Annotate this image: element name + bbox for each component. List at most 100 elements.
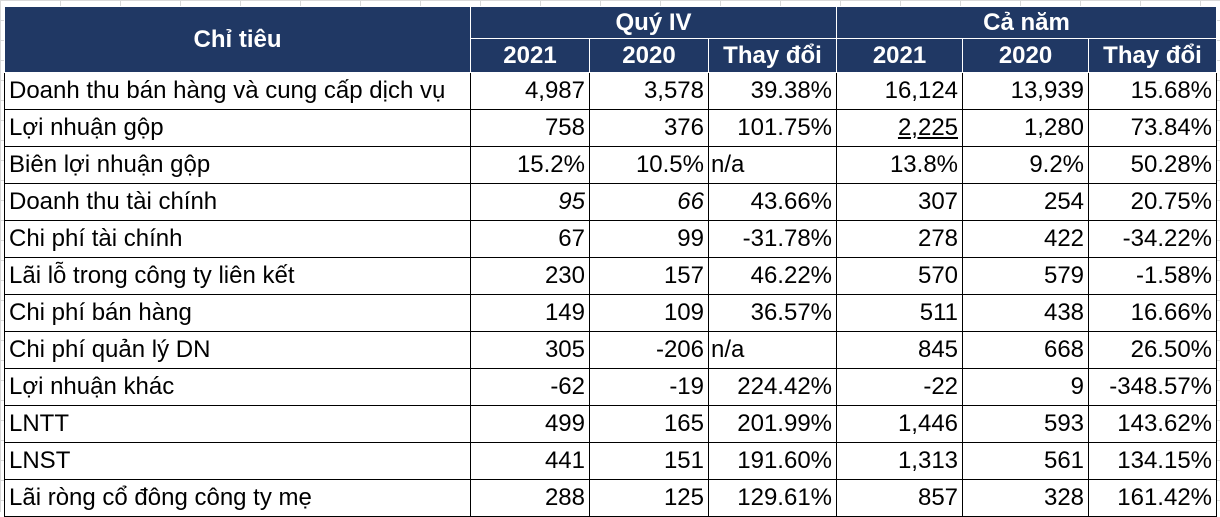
- cell-q4-2020[interactable]: 165: [589, 405, 709, 443]
- cell-y-2021[interactable]: 1,313: [836, 442, 964, 480]
- cell-y-2021[interactable]: 845: [836, 331, 964, 369]
- table-row: LNTT 499 165 201.99% 1,446 593 143.62%: [4, 405, 1218, 443]
- cell-y-2021[interactable]: 16,124: [836, 72, 964, 110]
- cell-q4-change[interactable]: 224.42%: [707, 368, 838, 406]
- row-label[interactable]: Lợi nhuận khác: [4, 368, 471, 406]
- cell-y-change[interactable]: 15.68%: [1088, 72, 1218, 110]
- row-label[interactable]: Lãi lỗ trong công ty liên kết: [4, 257, 471, 295]
- cell-q4-change[interactable]: 43.66%: [707, 183, 838, 221]
- cell-y-2020[interactable]: 422: [962, 220, 1090, 258]
- header-group-year[interactable]: Cả năm: [836, 6, 1218, 39]
- cell-y-change[interactable]: 143.62%: [1088, 405, 1218, 443]
- table-row: Chi phí tài chính 67 99 -31.78% 278 422 -34.22…: [4, 220, 1218, 258]
- cell-q4-change[interactable]: n/a: [707, 146, 838, 184]
- cell-y-2021[interactable]: 857: [836, 479, 964, 517]
- cell-y-2021[interactable]: 278: [836, 220, 964, 258]
- row-label[interactable]: Doanh thu bán hàng và cung cấp dịch vụ: [4, 72, 471, 110]
- cell-q4-change[interactable]: 201.99%: [707, 405, 838, 443]
- table-row: Lãi lỗ trong công ty liên kết 230 157 46.22…: [4, 257, 1218, 295]
- table-row: Lợi nhuận khác -62 -19 224.42% -22 9 -348.57%: [4, 368, 1218, 406]
- cell-y-2020[interactable]: 9.2%: [962, 146, 1090, 184]
- cell-q4-change[interactable]: n/a: [707, 331, 838, 369]
- cell-q4-2021[interactable]: 288: [470, 479, 590, 517]
- cell-q4-2021[interactable]: 499: [470, 405, 590, 443]
- cell-q4-2021[interactable]: 230: [470, 257, 590, 295]
- cell-y-2021[interactable]: 13.8%: [836, 146, 964, 184]
- row-label[interactable]: Biên lợi nhuận gộp: [4, 146, 471, 184]
- cell-y-2020[interactable]: 579: [962, 257, 1090, 295]
- cell-y-2021[interactable]: 570: [836, 257, 964, 295]
- cell-q4-change[interactable]: 101.75%: [707, 109, 838, 147]
- cell-q4-2021[interactable]: 15.2%: [470, 146, 590, 184]
- cell-y-2020[interactable]: 328: [962, 479, 1090, 517]
- row-label[interactable]: Lãi ròng cổ đông công ty mẹ: [4, 479, 471, 517]
- cell-q4-2020[interactable]: 109: [589, 294, 709, 332]
- header-q4-2020[interactable]: 2020: [589, 38, 709, 73]
- cell-q4-2020[interactable]: 66: [589, 183, 709, 221]
- table-row: Lợi nhuận gộp 758 376 101.75% 2,225 1,280 73.8…: [4, 109, 1218, 147]
- table-row: Doanh thu tài chính 95 66 43.66% 307 254 20.75…: [4, 183, 1218, 221]
- cell-y-2020[interactable]: 254: [962, 183, 1090, 221]
- cell-q4-2021[interactable]: 4,987: [470, 72, 590, 110]
- cell-q4-change[interactable]: 39.38%: [707, 72, 838, 110]
- cell-q4-2021[interactable]: 67: [470, 220, 590, 258]
- row-label[interactable]: Lợi nhuận gộp: [4, 109, 471, 147]
- cell-y-2021[interactable]: 1,446: [836, 405, 964, 443]
- header-indicator[interactable]: Chỉ tiêu: [4, 6, 471, 73]
- cell-y-change[interactable]: -1.58%: [1088, 257, 1218, 295]
- cell-q4-2020[interactable]: 157: [589, 257, 709, 295]
- cell-y-change[interactable]: 20.75%: [1088, 183, 1218, 221]
- cell-y-change[interactable]: -348.57%: [1088, 368, 1218, 406]
- cell-q4-2021[interactable]: 95: [470, 183, 590, 221]
- cell-y-change[interactable]: -34.22%: [1088, 220, 1218, 258]
- cell-q4-2020[interactable]: 376: [589, 109, 709, 147]
- header-year-2020[interactable]: 2020: [962, 38, 1090, 73]
- cell-y-2020[interactable]: 9: [962, 368, 1090, 406]
- header-q4-change[interactable]: Thay đổi: [707, 38, 838, 73]
- cell-q4-2020[interactable]: -19: [589, 368, 709, 406]
- header-q4-2021[interactable]: 2021: [470, 38, 590, 73]
- row-label[interactable]: LNST: [4, 442, 471, 480]
- cell-y-change[interactable]: 73.84%: [1088, 109, 1218, 147]
- row-label[interactable]: Chi phí tài chính: [4, 220, 471, 258]
- row-label[interactable]: Chi phí quản lý DN: [4, 331, 471, 369]
- cell-q4-change[interactable]: 46.22%: [707, 257, 838, 295]
- cell-q4-2021[interactable]: 149: [470, 294, 590, 332]
- row-label[interactable]: Doanh thu tài chính: [4, 183, 471, 221]
- cell-q4-2021[interactable]: 758: [470, 109, 590, 147]
- cell-y-2020[interactable]: 13,939: [962, 72, 1090, 110]
- cell-y-2021[interactable]: 511: [836, 294, 964, 332]
- cell-y-2020[interactable]: 668: [962, 331, 1090, 369]
- cell-q4-change[interactable]: -31.78%: [707, 220, 838, 258]
- cell-q4-change[interactable]: 36.57%: [707, 294, 838, 332]
- cell-y-change[interactable]: 26.50%: [1088, 331, 1218, 369]
- header-group-q4[interactable]: Quý IV: [469, 6, 838, 39]
- cell-q4-2020[interactable]: 3,578: [589, 72, 709, 110]
- header-year-change[interactable]: Thay đổi: [1088, 38, 1218, 73]
- header-year-2021[interactable]: 2021: [836, 38, 964, 73]
- cell-y-2020[interactable]: 593: [962, 405, 1090, 443]
- cell-q4-change[interactable]: 191.60%: [707, 442, 838, 480]
- cell-y-change[interactable]: 161.42%: [1088, 479, 1218, 517]
- cell-q4-2021[interactable]: 305: [470, 331, 590, 369]
- cell-y-2021[interactable]: 2,225: [836, 109, 964, 147]
- cell-y-2021[interactable]: 307: [836, 183, 964, 221]
- cell-q4-2020[interactable]: 151: [589, 442, 709, 480]
- cell-y-2020[interactable]: 561: [962, 442, 1090, 480]
- row-label[interactable]: Chi phí bán hàng: [4, 294, 471, 332]
- cell-q4-2020[interactable]: 125: [589, 479, 709, 517]
- cell-q4-2021[interactable]: -62: [470, 368, 590, 406]
- cell-q4-2020[interactable]: 10.5%: [589, 146, 709, 184]
- cell-q4-2021[interactable]: 441: [470, 442, 590, 480]
- cell-y-2020[interactable]: 1,280: [962, 109, 1090, 147]
- cell-q4-change[interactable]: 129.61%: [707, 479, 838, 517]
- cell-y-2021[interactable]: -22: [836, 368, 964, 406]
- cell-q4-2020[interactable]: 99: [589, 220, 709, 258]
- row-label[interactable]: LNTT: [4, 405, 471, 443]
- cell-q4-2020[interactable]: -206: [589, 331, 709, 369]
- cell-y-change[interactable]: 50.28%: [1088, 146, 1218, 184]
- cell-y-change[interactable]: 134.15%: [1088, 442, 1218, 480]
- cell-y-change[interactable]: 16.66%: [1088, 294, 1218, 332]
- cell-y-2020[interactable]: 438: [962, 294, 1090, 332]
- table-row: Lãi ròng cổ đông công ty mẹ 288 125 129.61%…: [4, 479, 1218, 517]
